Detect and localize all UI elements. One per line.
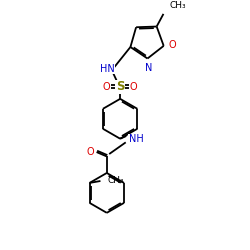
Text: NH: NH	[129, 134, 144, 144]
Text: CH₃: CH₃	[170, 0, 186, 10]
Text: S: S	[116, 80, 124, 93]
Text: N: N	[145, 63, 152, 73]
Text: HN: HN	[100, 64, 115, 74]
Text: O: O	[130, 82, 137, 92]
Text: O: O	[103, 82, 110, 92]
Text: CH₃: CH₃	[108, 176, 124, 186]
Text: O: O	[168, 40, 176, 50]
Text: O: O	[86, 146, 94, 156]
